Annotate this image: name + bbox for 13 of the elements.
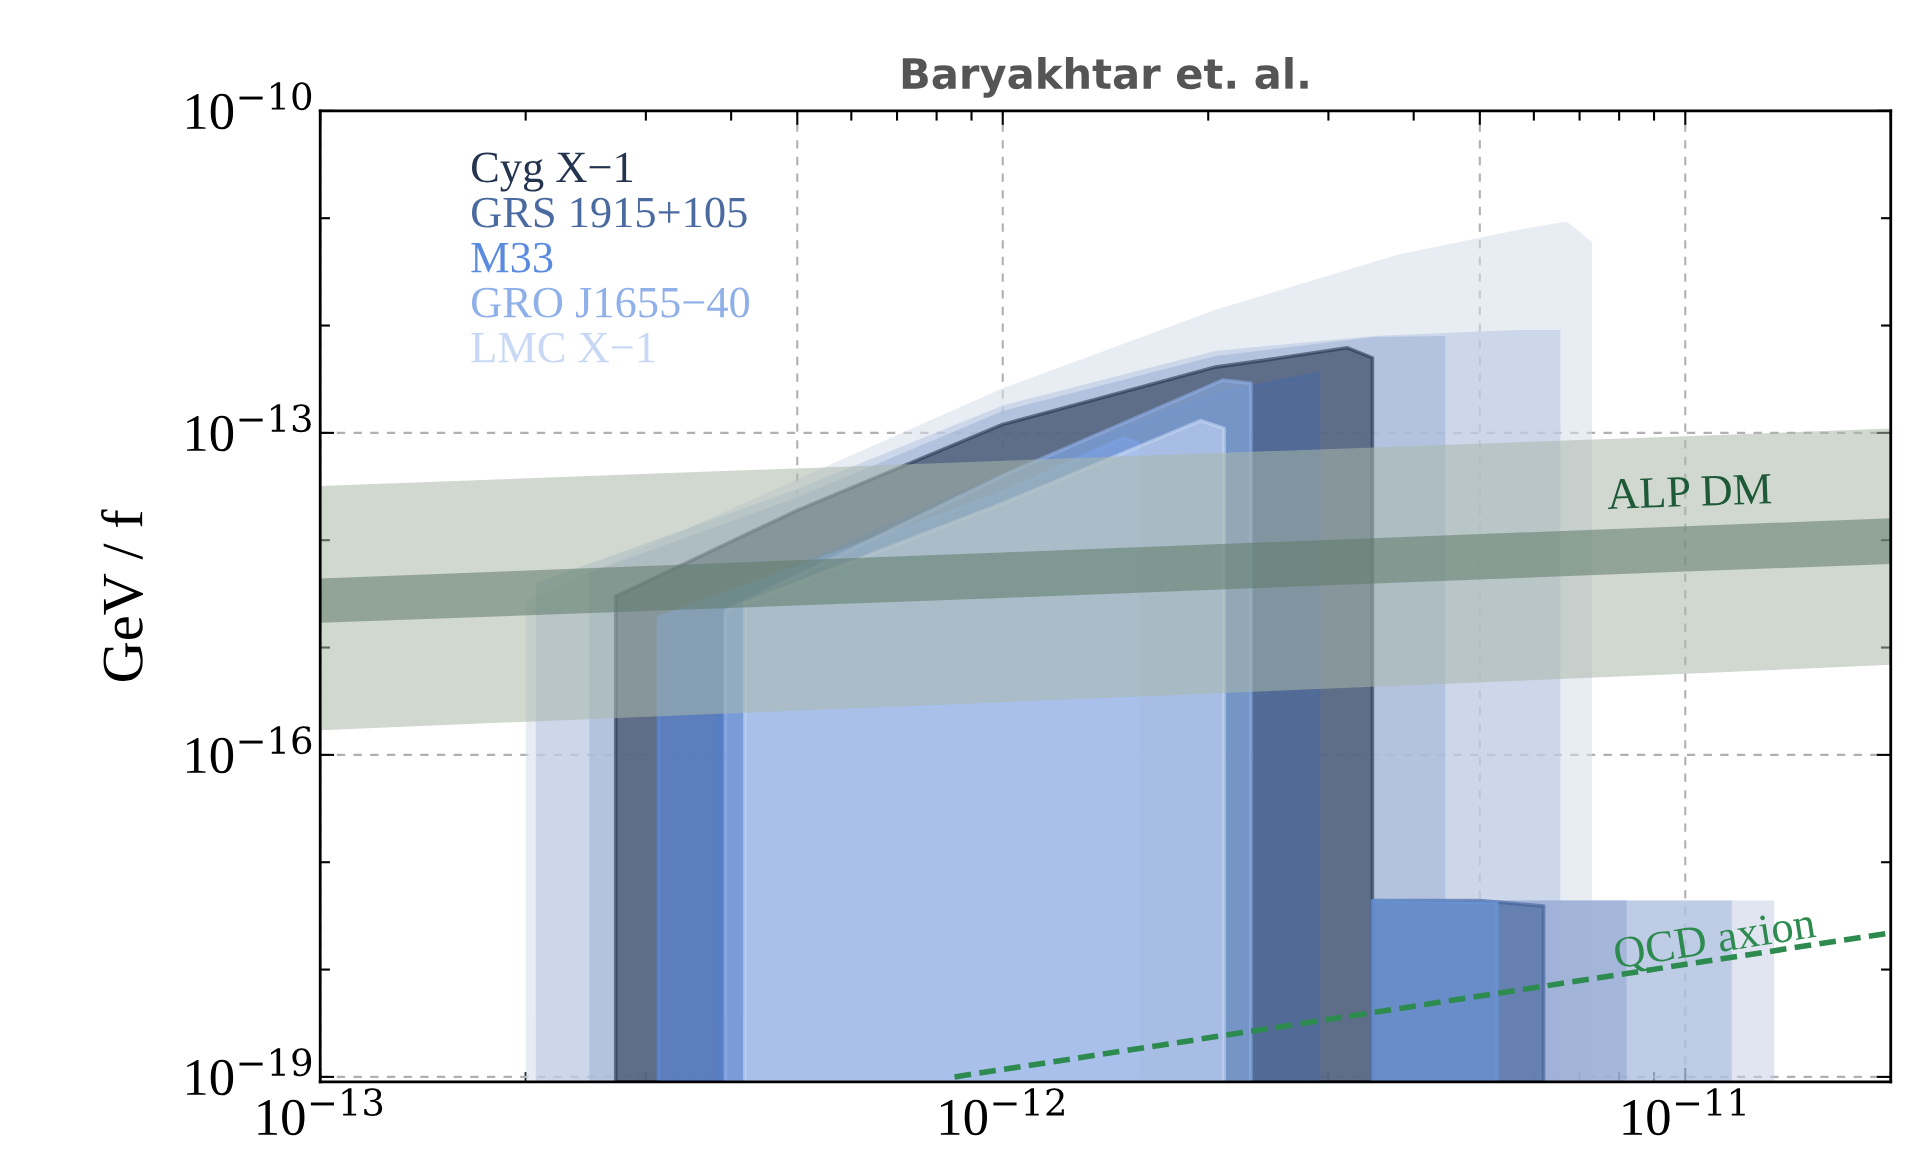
chart-title: Baryakhtar et. al. xyxy=(902,56,1308,98)
annotation: QCD axion xyxy=(1613,907,1818,976)
y-axis-title: GeV / f xyxy=(101,509,144,681)
y-tick-label: 10$^{−13}$ xyxy=(186,404,311,452)
text: Cyg X−1 xyxy=(471,152,633,192)
x-tick-label: 10$^{−12}$ xyxy=(940,1088,1064,1136)
y-tick-label: 10$^{−10}$ xyxy=(186,82,312,130)
text: GRO J1655−40 xyxy=(471,287,750,318)
annotation: ALP DM xyxy=(1607,473,1772,509)
y-tick-label: 10$^{−16}$ xyxy=(186,726,312,774)
text: GRS 1915+105 xyxy=(471,197,747,228)
text: M33 xyxy=(471,242,553,273)
x-tick-label: 10$^{−11}$ xyxy=(1623,1088,1745,1136)
